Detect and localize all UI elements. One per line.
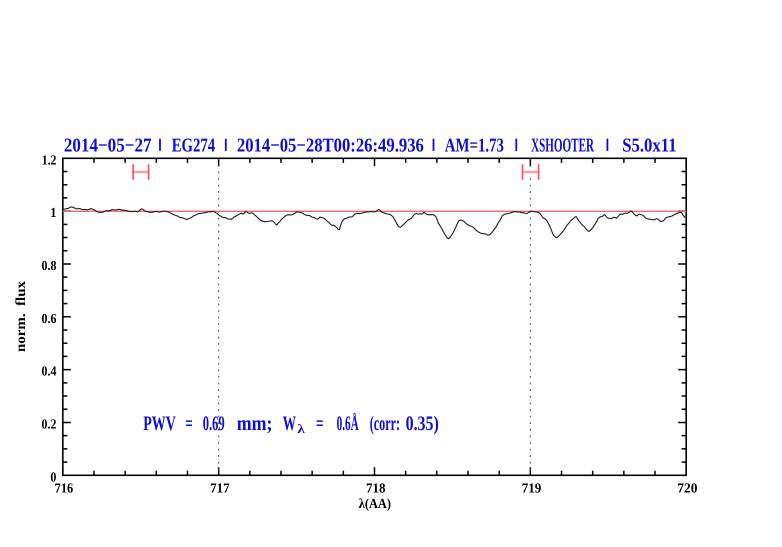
svg-text:2014−05−28T00:26:49.936: 2014−05−28T00:26:49.936 (237, 135, 424, 156)
svg-text:AM=1.73: AM=1.73 (445, 135, 504, 156)
svg-text:EG274: EG274 (172, 135, 216, 156)
svg-text:0.6Å: 0.6Å (337, 412, 359, 435)
svg-text:0.8: 0.8 (42, 258, 57, 273)
svg-text:PWV: PWV (143, 413, 176, 435)
svg-text:716: 716 (55, 480, 74, 495)
svg-text:λ(AA): λ(AA) (359, 496, 391, 511)
svg-text:1.2: 1.2 (42, 152, 57, 167)
svg-text:=: = (185, 413, 193, 435)
svg-text:norm. flux: norm. flux (13, 281, 28, 352)
svg-text:0.6: 0.6 (42, 311, 57, 326)
svg-text:λ: λ (297, 422, 305, 436)
svg-text:0: 0 (50, 469, 56, 484)
svg-text:1: 1 (50, 205, 56, 220)
svg-text:0.2: 0.2 (42, 417, 57, 432)
svg-text:719: 719 (522, 480, 542, 495)
svg-text:2014−05−27: 2014−05−27 (64, 135, 152, 156)
svg-text:S5.0x11: S5.0x11 (622, 135, 676, 156)
svg-text:0.4: 0.4 (42, 364, 57, 379)
svg-text:(corr:: (corr: (370, 413, 400, 435)
svg-text:=: = (316, 413, 324, 435)
svg-text:717: 717 (210, 480, 230, 495)
svg-text:718: 718 (366, 480, 386, 495)
svg-text:0.69: 0.69 (203, 413, 225, 435)
svg-text:mm;: mm; (237, 413, 273, 435)
svg-text:XSHOOTER: XSHOOTER (531, 135, 594, 156)
svg-text:W: W (283, 413, 297, 435)
svg-text:720: 720 (677, 480, 697, 495)
svg-text:0.35): 0.35) (406, 413, 439, 435)
